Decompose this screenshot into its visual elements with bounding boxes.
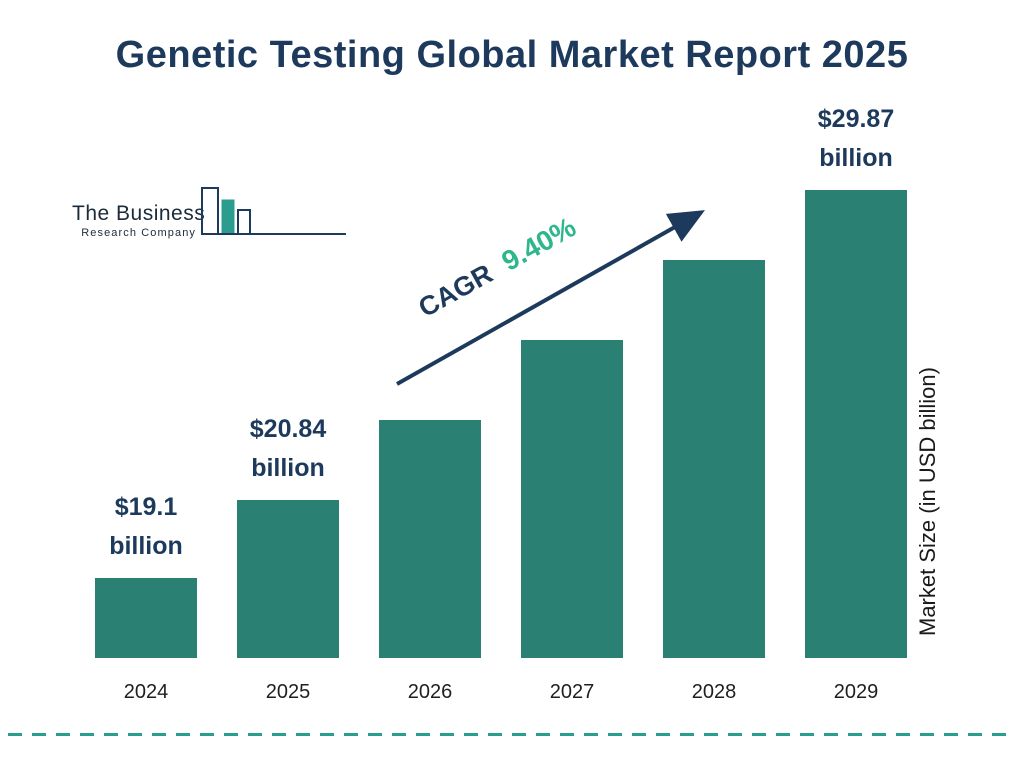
- logo-name: The Business: [72, 202, 206, 225]
- company-logo: The Business Research Company: [72, 187, 346, 250]
- x-axis-tick-label: 2025: [265, 681, 311, 703]
- bar: [521, 340, 623, 658]
- bar-chart: $19.1 billion 2024 $20.84 billion 2025 2026 202…: [95, 100, 907, 703]
- bar-value-label: $19.1 billion: [109, 488, 183, 566]
- y-axis-label: Market Size (in USD billion): [915, 367, 940, 637]
- x-axis-tick-label: 2026: [407, 681, 453, 703]
- bar-group: 2027: [521, 100, 623, 703]
- bar-group: 2028: [663, 100, 765, 703]
- x-axis-tick-label: 2027: [549, 681, 595, 703]
- logo-bars-icon: [201, 187, 346, 235]
- bar: [237, 500, 339, 658]
- bottom-dashed-line: [8, 733, 1016, 736]
- x-axis-tick-label: 2024: [123, 681, 169, 703]
- bar-group: 2026: [379, 100, 481, 703]
- bar-value-unit: billion: [819, 144, 893, 172]
- x-axis-tick-label: 2028: [691, 681, 737, 703]
- bar: [663, 260, 765, 658]
- bar-group: $19.1 billion 2024: [95, 100, 197, 703]
- bar-group: $29.87 billion 2029: [805, 100, 907, 703]
- bar: [379, 420, 481, 658]
- bar-value-label: $29.87 billion: [818, 100, 894, 178]
- bar-value-unit: billion: [251, 454, 325, 482]
- bar: [805, 190, 907, 658]
- x-axis-tick-label: 2029: [833, 681, 879, 703]
- bar-value-amount: $20.84: [249, 415, 327, 443]
- bar-group: $20.84 billion 2025: [237, 100, 339, 703]
- logo-text: The Business Research Company: [72, 202, 205, 239]
- bar-value-amount: $29.87: [817, 105, 895, 133]
- logo-subname: Research Company: [81, 227, 197, 239]
- chart-title: Genetic Testing Global Market Report 202…: [115, 34, 909, 76]
- bar: [95, 578, 197, 658]
- bar-value-unit: billion: [109, 532, 183, 560]
- bar-value-label: $20.84 billion: [250, 410, 326, 488]
- bar-value-amount: $19.1: [114, 493, 178, 521]
